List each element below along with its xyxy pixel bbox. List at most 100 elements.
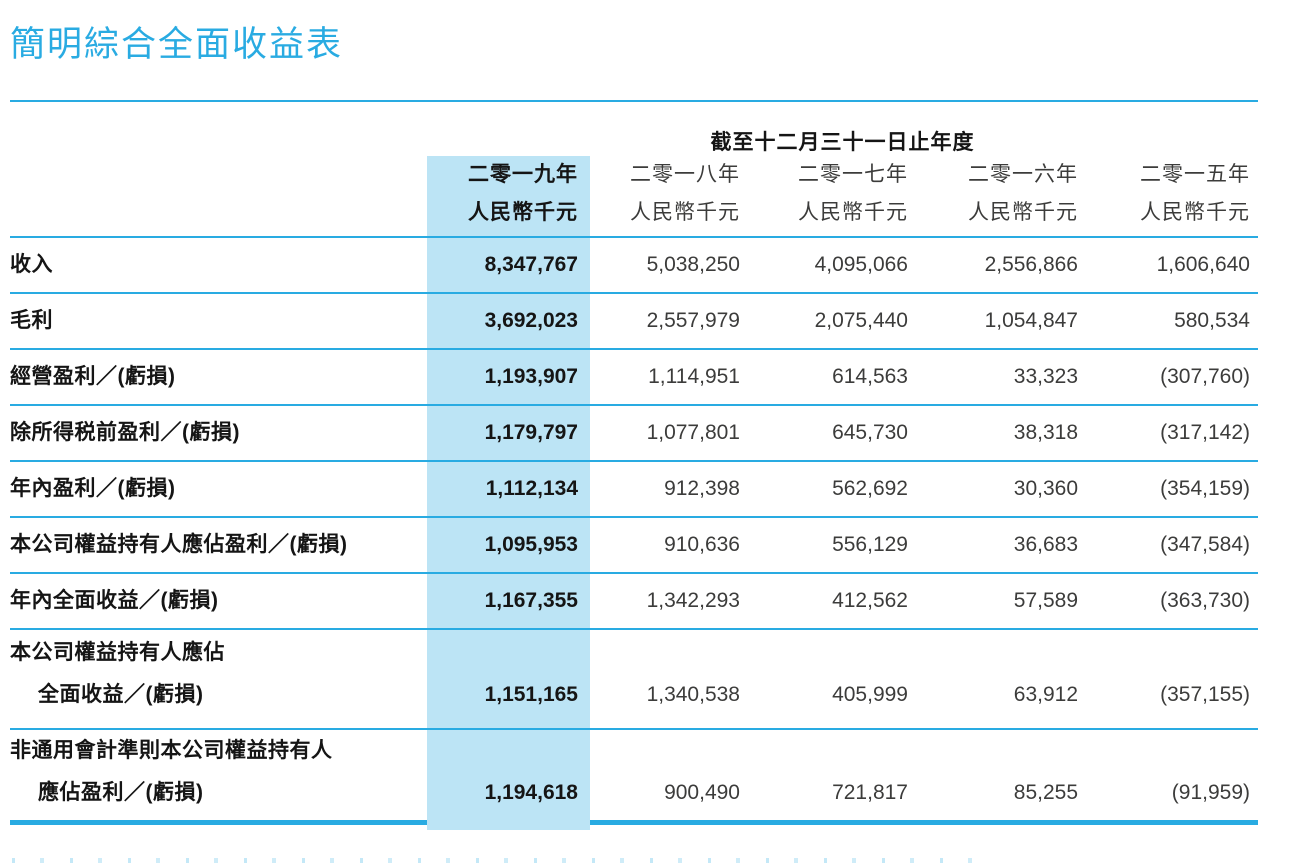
value-cell: (354,159) [1160, 477, 1250, 500]
row-label: 收入 [10, 244, 427, 286]
row-label-line: 毛利 [10, 309, 53, 332]
value-cell: 1,167,355 [484, 589, 578, 612]
table-row: 年內盈利／(虧損) 1,112,134 912,398 562,692 30,360 (3… [10, 462, 1258, 518]
value-cell: 1,054,847 [984, 309, 1078, 332]
table-row: 收入 8,347,767 5,038,250 4,095,066 2,556,866 1,… [10, 238, 1258, 294]
value-cell: (347,584) [1160, 533, 1250, 556]
value-cell: (363,730) [1160, 589, 1250, 612]
label-column-spacer [10, 156, 427, 232]
value-cell: 4,095,066 [814, 253, 908, 276]
value-cell: 33,323 [1013, 365, 1078, 388]
value-cell: 1,095,953 [484, 533, 578, 556]
row-label-line: 非通用會計準則本公司權益持有人 [10, 739, 333, 762]
value-cell: 1,112,134 [485, 477, 578, 500]
value-cell: 3,692,023 [484, 309, 578, 332]
year-label: 二零一九年 [468, 163, 578, 186]
row-label: 毛利 [10, 300, 427, 342]
value-cell: (307,760) [1160, 365, 1250, 388]
row-label: 年內全面收益／(虧損) [10, 580, 427, 622]
value-cell: 5,038,250 [646, 253, 740, 276]
table-row: 毛利 3,692,023 2,557,979 2,075,440 1,054,847 58… [10, 294, 1258, 350]
value-cell: 85,255 [1013, 781, 1078, 804]
row-label-line: 除所得税前盈利／(虧損) [10, 421, 240, 444]
value-cell: (91,959) [1171, 781, 1250, 804]
row-label-line: 全面收益／(虧損) [38, 683, 204, 706]
row-label-line: 年內盈利／(虧損) [10, 477, 176, 500]
value-cell: 63,912 [1013, 683, 1078, 706]
currency-unit-label: 人民幣千元 [468, 201, 578, 224]
row-label: 本公司權益持有人應佔盈利／(虧損) [10, 524, 427, 566]
row-label: 非通用會計準則本公司權益持有人應佔盈利／(虧損) [10, 730, 427, 814]
table-bottom-rule [10, 820, 1258, 825]
column-header-year-3: 二零一七年人民幣千元 [752, 156, 920, 232]
value-cell: 405,999 [832, 683, 908, 706]
value-cell: 38,318 [1013, 421, 1078, 444]
value-cell: 1,342,293 [646, 589, 740, 612]
value-cell: 1,114,951 [648, 365, 740, 388]
currency-unit-label: 人民幣千元 [1140, 201, 1250, 224]
value-cell: 1,193,907 [484, 365, 578, 388]
value-cell: 614,563 [832, 365, 908, 388]
value-cell: 1,194,618 [484, 781, 578, 804]
table-row: 本公司權益持有人應佔全面收益／(虧損) 1,151,165 1,340,538 405… [10, 630, 1258, 730]
comprehensive-income-table: 截至十二月三十一日止年度 二零一九年 人民幣千元 二零一八年 人民幣千元 二零一七年 人民… [10, 100, 1258, 830]
column-header-year-4: 二零一六年人民幣千元 [920, 156, 1090, 232]
value-cell: 721,817 [832, 781, 908, 804]
year-2019-highlight-band [427, 156, 590, 830]
value-cell: 2,075,440 [814, 309, 908, 332]
value-cell: 2,556,866 [984, 253, 1078, 276]
table-row: 非通用會計準則本公司權益持有人應佔盈利／(虧損) 1,194,618 900,490… [10, 730, 1258, 819]
row-label-line: 應佔盈利／(虧損) [38, 781, 204, 804]
row-label-line: 本公司權益持有人應佔 [10, 641, 225, 664]
value-cell: (357,155) [1160, 683, 1250, 706]
year-label: 二零一五年 [1140, 163, 1250, 186]
table-row: 除所得税前盈利／(虧損) 1,179,797 1,077,801 645,730 38,… [10, 406, 1258, 462]
value-cell: 2,557,979 [646, 309, 740, 332]
row-label: 除所得税前盈利／(虧損) [10, 412, 427, 454]
table-body: 收入 8,347,767 5,038,250 4,095,066 2,556,866 1,… [10, 238, 1258, 819]
table-header: 截至十二月三十一日止年度 二零一九年 人民幣千元 二零一八年 人民幣千元 二零一七年 人民… [10, 100, 1258, 238]
column-header-year-5: 二零一五年人民幣千元 [1090, 156, 1258, 232]
row-label-line: 年內全面收益／(虧損) [10, 589, 219, 612]
row-label-line: 經營盈利／(虧損) [10, 365, 176, 388]
row-label: 經營盈利／(虧損) [10, 356, 427, 398]
value-cell: 1,151,165 [484, 683, 578, 706]
value-cell: 562,692 [832, 477, 908, 500]
row-label-line: 本公司權益持有人應佔盈利／(虧損) [10, 533, 348, 556]
value-cell: 1,077,801 [646, 421, 740, 444]
row-label: 年內盈利／(虧損) [10, 468, 427, 510]
value-cell: 57,589 [1013, 589, 1078, 612]
table-row: 經營盈利／(虧損) 1,193,907 1,114,951 614,563 33,323… [10, 350, 1258, 406]
currency-unit-label: 人民幣千元 [630, 201, 740, 224]
value-cell: 30,360 [1013, 477, 1078, 500]
year-label: 二零一八年 [630, 163, 740, 186]
value-cell: (317,142) [1160, 421, 1250, 444]
column-header-year-2: 二零一八年人民幣千元 [590, 156, 752, 232]
period-header: 截至十二月三十一日止年度 [710, 131, 975, 154]
table-row: 年內全面收益／(虧損) 1,167,355 1,342,293 412,562 57,5… [10, 574, 1258, 630]
value-cell: 910,636 [664, 533, 740, 556]
value-cell: 1,179,797 [484, 421, 578, 444]
clipped-next-section-text [12, 858, 977, 863]
value-cell: 1,606,640 [1156, 253, 1250, 276]
value-cell: 1,340,538 [646, 683, 740, 706]
value-cell: 412,562 [832, 589, 908, 612]
value-cell: 8,347,767 [484, 253, 578, 276]
page-title: 簡明綜合全面收益表 [10, 25, 344, 64]
currency-unit-label: 人民幣千元 [968, 201, 1078, 224]
value-cell: 645,730 [832, 421, 908, 444]
column-header-year-1: 二零一九年人民幣千元 [427, 156, 590, 232]
year-label: 二零一六年 [968, 163, 1078, 186]
row-label-line: 收入 [10, 253, 53, 276]
year-label: 二零一七年 [798, 163, 908, 186]
table-row: 本公司權益持有人應佔盈利／(虧損) 1,095,953 910,636 556,129… [10, 518, 1258, 574]
value-cell: 900,490 [664, 781, 740, 804]
value-cell: 556,129 [832, 533, 908, 556]
value-cell: 580,534 [1174, 309, 1250, 332]
column-headers: 二零一九年 人民幣千元 二零一八年 人民幣千元 二零一七年 人民幣千元 二零一六年 人民幣千元… [10, 156, 1258, 232]
row-label: 本公司權益持有人應佔全面收益／(虧損) [10, 632, 427, 716]
value-cell: 912,398 [664, 477, 740, 500]
value-cell: 36,683 [1013, 533, 1078, 556]
currency-unit-label: 人民幣千元 [798, 201, 908, 224]
